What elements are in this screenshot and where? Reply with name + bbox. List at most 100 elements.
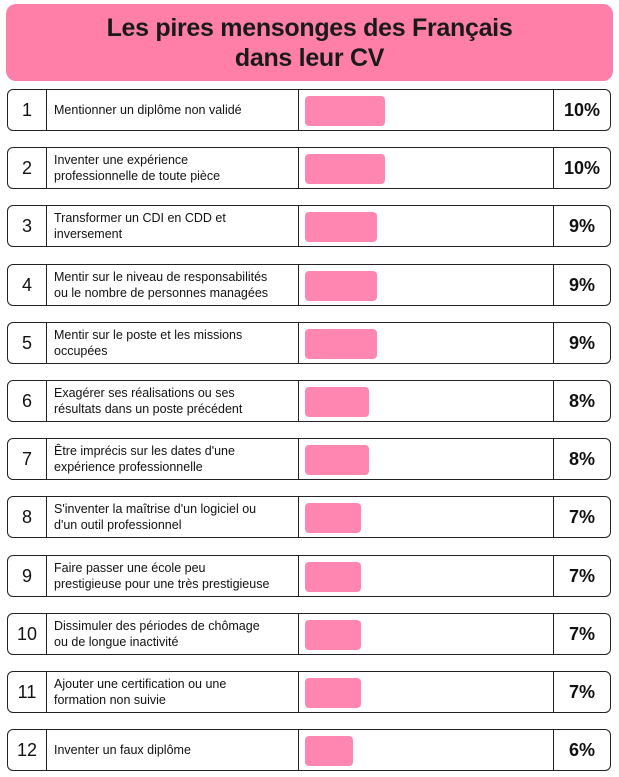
column-divider [553,206,554,246]
row-label-line: Mentir sur le niveau de responsabilités [54,270,268,284]
table-row: 8 S'inventer la maîtrise d'un logiciel ou… [7,496,611,538]
value-bar [305,271,377,301]
percentage-value: 9% [568,274,595,295]
chart-title-line-1: Les pires mensonges des Français [106,13,513,42]
percentage-value: 8% [568,390,595,411]
column-divider [298,206,299,246]
column-divider [298,614,299,654]
row-label: Être imprécis sur les dates d'une expérie… [54,439,294,479]
row-label: Transformer un CDI en CDD et inversement [54,206,294,246]
percentage-value: 9% [568,215,595,236]
table-row: 7 Être imprécis sur les dates d'une expéri… [7,438,611,480]
rank-number: 6 [8,381,47,421]
table-row: 10 Dissimuler des périodes de chômage ou d… [7,613,611,655]
column-divider [553,730,554,770]
rank-number: 10 [8,614,47,654]
table-row: 3 Transformer un CDI en CDD et inversement… [7,205,611,247]
column-divider [553,148,554,188]
percentage-value: 7% [568,681,595,702]
percentage-value: 10% [563,157,601,178]
table-row: 12 Inventer un faux diplôme 6% [7,729,611,771]
row-label-line: Mentir sur le poste et les missions [54,328,243,342]
row-label-line: d'un outil professionnel [54,518,182,532]
row-label: Ajouter une certification ou une formatio… [54,672,294,712]
row-label-line: Être imprécis sur les dates d'une [54,444,235,458]
column-divider [298,672,299,712]
column-divider [553,614,554,654]
row-label: Dissimuler des périodes de chômage ou de … [54,614,294,654]
value-bar [305,562,361,592]
row-label: Exagérer ses réalisations ou ses résultat… [54,381,294,421]
table-row: 5 Mentir sur le poste et les missions occu… [7,322,611,364]
percentage-value: 7% [568,506,595,527]
table-row: 2 Inventer une expérience professionnelle … [7,147,611,189]
row-label-line: inversement [54,227,123,241]
value-bar [305,503,361,533]
row-label: Inventer un faux diplôme [54,730,294,770]
column-divider [298,323,299,363]
row-label-line: Dissimuler des périodes de chômage [54,619,260,633]
value-bar [305,678,361,708]
column-divider [298,265,299,305]
rank-number: 12 [8,730,47,770]
row-label-line: prestigieuse pour une très prestigieuse [54,577,270,591]
row-label-line: Faire passer une école peu [54,561,206,575]
row-label-line: S'inventer la maîtrise d'un logiciel ou [54,502,257,516]
rank-number: 2 [8,148,47,188]
rank-number: 4 [8,265,47,305]
column-divider [553,556,554,596]
column-divider [553,497,554,537]
value-bar [305,212,377,242]
percentage-value: 10% [563,99,601,120]
row-label-line: ou de longue inactivité [54,635,179,649]
column-divider [553,90,554,130]
row-label-line: Mentionner un diplôme non validé [54,103,242,117]
column-divider [553,323,554,363]
chart-title-banner: Les pires mensonges des Français dans le… [6,4,613,81]
column-divider [553,439,554,479]
value-bar [305,329,377,359]
row-label-line: Inventer une expérience [54,153,189,167]
row-label-line: professionnelle de toute pièce [54,169,221,183]
rank-number: 3 [8,206,47,246]
rank-number: 9 [8,556,47,596]
row-label: Inventer une expérience professionnelle d… [54,148,294,188]
table-row: 1 Mentionner un diplôme non validé 10% [7,89,611,131]
rank-number: 1 [8,90,47,130]
table-row: 9 Faire passer une école peu prestigieuse … [7,555,611,597]
percentage-value: 7% [568,623,595,644]
column-divider [553,672,554,712]
value-bar [305,736,353,766]
value-bar [305,445,369,475]
row-label-line: formation non suivie [54,693,166,707]
column-divider [553,265,554,305]
row-label: S'inventer la maîtrise d'un logiciel ou d… [54,497,294,537]
chart-title-line-2: dans leur CV [234,43,385,72]
table-row: 4 Mentir sur le niveau de responsabilités… [7,264,611,306]
value-bar [305,387,369,417]
row-label-line: expérience professionnelle [54,460,203,474]
rank-number: 5 [8,323,47,363]
row-label-line: Inventer un faux diplôme [54,743,191,757]
row-label-line: Exagérer ses réalisations ou ses [54,386,235,400]
row-label: Mentir sur le niveau de responsabilités o… [54,265,294,305]
value-bar [305,154,385,184]
column-divider [298,556,299,596]
rank-number: 7 [8,439,47,479]
percentage-value: 9% [568,332,595,353]
row-label-line: Ajouter une certification ou une [54,677,227,691]
column-divider [298,90,299,130]
column-divider [298,148,299,188]
percentage-value: 8% [568,448,595,469]
table-row: 11 Ajouter une certification ou une format… [7,671,611,713]
column-divider [298,381,299,421]
column-divider [298,730,299,770]
row-label-line: résultats dans un poste précédent [54,402,243,416]
value-bar [305,96,385,126]
percentage-value: 7% [568,565,595,586]
row-label-line: Transformer un CDI en CDD et [54,211,226,225]
value-bar [305,620,361,650]
row-label-line: occupées [54,344,108,358]
table-row: 6 Exagérer ses réalisations ou ses résulta… [7,380,611,422]
